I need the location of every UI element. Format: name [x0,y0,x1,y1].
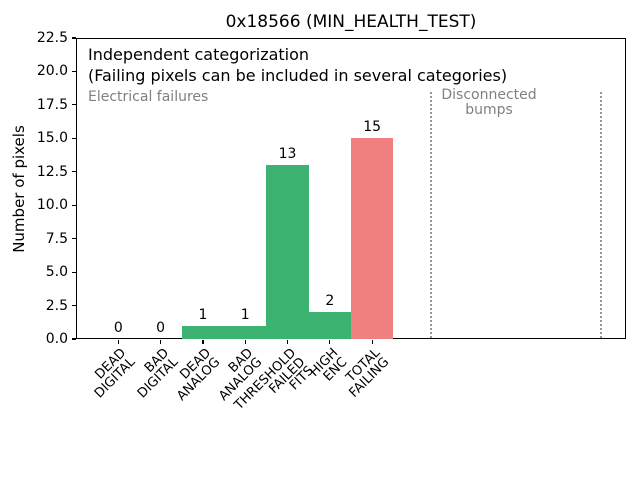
annotation-electrical-failures: Electrical failures [88,89,209,105]
y-tick-mark [72,104,76,106]
y-tick-label: 2.5 [45,297,68,314]
y-tick-mark [72,37,76,39]
x-tick-mark [160,340,162,344]
y-tick-mark [72,204,76,206]
bar-value-label: 1 [240,306,250,323]
x-tick-mark [286,340,289,344]
y-tick-mark [72,70,76,73]
bar-6 [308,312,351,339]
bar-value-label: 13 [278,146,297,163]
disconnected-bumps-separator-line [599,92,602,338]
bar-value-label: 15 [363,119,382,136]
y-tick-label: 7.5 [45,230,68,247]
bar-value-label: 1 [198,306,208,323]
chart-title: 0x18566 (MIN_HEALTH_TEST) [225,12,477,32]
y-tick-label: 10.0 [36,197,68,214]
bar-4 [224,325,267,339]
x-tick-mark [117,340,119,344]
y-tick-mark [72,304,76,307]
x-tick-mark [329,340,331,344]
annotation-failing-pixels-note: (Failing pixels can be included in sever… [88,66,508,85]
y-tick-mark [72,271,76,273]
y-tick-label: 12.5 [36,163,68,180]
bar-value-label: 0 [113,320,123,336]
y-tick-mark [72,137,76,139]
y-tick-label: 0.0 [45,331,68,347]
y-tick-label: 17.5 [36,96,68,113]
bar-value-label: 0 [156,320,166,336]
bar-3 [181,325,225,339]
bar-7 [351,138,394,339]
annotation-disconnected-bumps: Disconnected bumps [441,87,537,118]
x-tick-mark [202,340,204,344]
annotation-independent-categorization: Independent categorization [88,45,310,64]
bar-value-label: 2 [325,293,335,310]
y-tick-mark [72,238,76,240]
y-tick-label: 15.0 [36,130,68,147]
bar-5 [266,165,309,339]
y-tick-mark [72,338,76,340]
x-tick-mark [244,340,246,344]
y-tick-mark [72,171,76,173]
x-tick-mark [371,340,373,344]
y-tick-label: 20.0 [36,63,68,80]
y-axis-label: Number of pixels [10,125,28,253]
y-tick-label: 22.5 [36,30,68,46]
disconnected-bumps-separator-line [430,92,433,338]
y-tick-label: 5.0 [45,264,68,281]
